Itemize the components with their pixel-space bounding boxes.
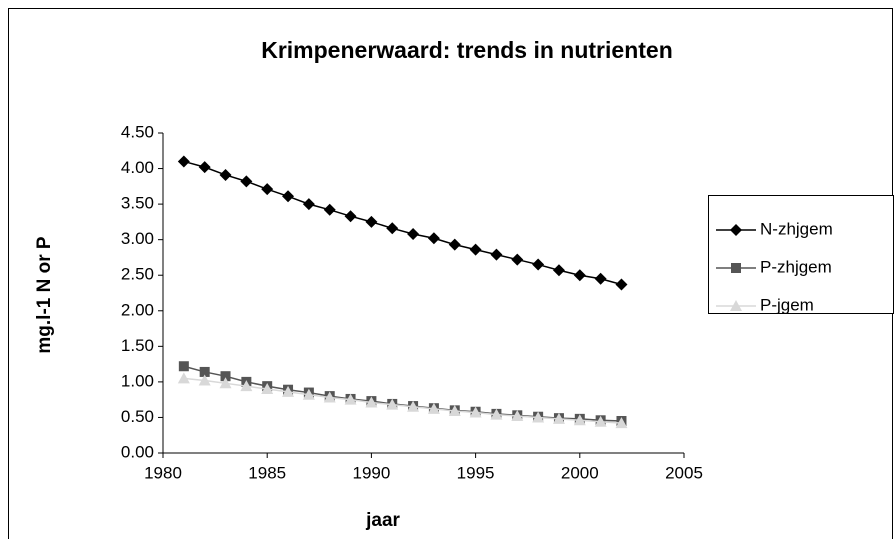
y-tick-label: 0.00 [121, 442, 154, 461]
marker [511, 253, 524, 266]
legend-label: P-jgem [760, 295, 814, 314]
marker [365, 215, 378, 228]
x-tick-label: 1980 [144, 463, 182, 482]
marker [448, 238, 461, 251]
marker [261, 183, 274, 196]
marker [448, 405, 461, 417]
y-tick-label: 3.50 [121, 194, 154, 213]
legend-marker [731, 263, 741, 273]
y-tick-label: 0.50 [121, 407, 154, 426]
x-tick-label: 2000 [561, 463, 599, 482]
legend-label: N-zhjgem [760, 219, 833, 238]
marker [386, 222, 399, 235]
marker [240, 175, 253, 188]
y-tick-label: 4.00 [121, 158, 154, 177]
marker [573, 269, 586, 282]
marker [302, 388, 315, 400]
marker [220, 371, 231, 382]
marker [427, 232, 440, 245]
legend-marker [730, 224, 742, 236]
y-tick-label: 3.00 [121, 229, 154, 248]
x-tick-label: 2005 [665, 463, 703, 482]
marker [240, 380, 253, 392]
marker [615, 417, 628, 429]
marker [365, 396, 378, 408]
x-tick-label: 1995 [457, 463, 495, 482]
marker [177, 372, 190, 384]
legend-box [708, 195, 894, 314]
marker [573, 414, 586, 426]
marker [469, 243, 482, 256]
marker [532, 258, 545, 271]
y-tick-label: 2.50 [121, 265, 154, 284]
marker [344, 210, 357, 223]
marker [282, 385, 295, 397]
legend-label: P-zhjgem [760, 257, 832, 276]
x-axis-label: jaar [365, 510, 400, 531]
y-tick-label: 2.00 [121, 300, 154, 319]
marker [219, 377, 232, 389]
y-tick-label: 1.50 [121, 336, 154, 355]
marker [469, 406, 482, 418]
marker [594, 272, 607, 285]
legend-marker [730, 300, 742, 311]
marker [511, 410, 524, 422]
marker [177, 155, 190, 168]
marker [323, 203, 336, 216]
marker [302, 198, 315, 211]
marker [178, 361, 189, 372]
marker [198, 161, 211, 174]
marker [282, 190, 295, 203]
chart-title: Krimpenerwaard: trends in nutrienten [261, 37, 673, 63]
marker [407, 400, 420, 412]
marker [344, 393, 357, 405]
marker [198, 374, 211, 386]
y-tick-label: 4.50 [121, 122, 154, 141]
marker [532, 411, 545, 423]
marker [219, 168, 232, 181]
y-tick-label: 1.00 [121, 371, 154, 390]
marker [261, 383, 274, 394]
marker [199, 366, 210, 377]
marker [386, 398, 399, 410]
marker [490, 248, 503, 261]
series-line [183, 377, 622, 424]
series-line [183, 160, 622, 286]
x-tick-label: 1990 [352, 463, 390, 482]
y-axis-label: mg.l-1 N or P [34, 236, 55, 354]
marker [615, 278, 628, 291]
marker [552, 412, 565, 424]
marker [407, 227, 420, 240]
marker [594, 415, 607, 427]
marker [323, 391, 336, 403]
marker [490, 408, 503, 420]
marker [427, 402, 440, 414]
x-tick-label: 1985 [248, 463, 286, 482]
marker [552, 264, 565, 277]
